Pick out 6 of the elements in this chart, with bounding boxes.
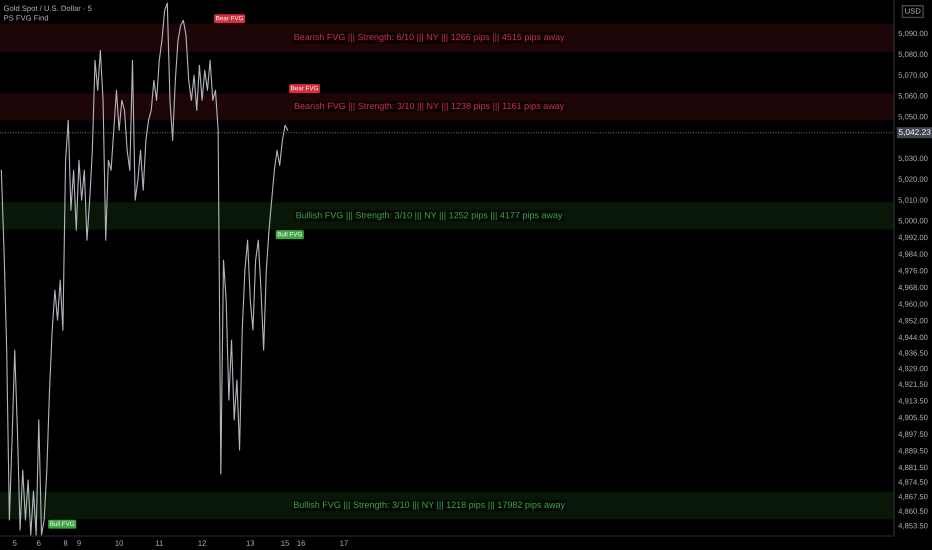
band-label: Bullish FVG ||| Strength: 3/10 ||| NY ||| 1252 pips ||| 4177 pips away (296, 212, 563, 220)
band-label: Bearish FVG ||| Strength: 6/10 ||| NY ||| 1266 pips ||| 4515 pips away (294, 34, 565, 42)
ref-line-label: 5,042.23 (898, 129, 931, 136)
band-label: Bearish FVG ||| Strength: 3/10 ||| NY ||| 1238 pips ||| 1161 pips away (294, 102, 564, 111)
line-series (0, 2, 288, 536)
band-label: Bullish FVG ||| Strength: 3/10 ||| NY ||| 1218 pips ||| 17982 pips away (294, 501, 566, 510)
